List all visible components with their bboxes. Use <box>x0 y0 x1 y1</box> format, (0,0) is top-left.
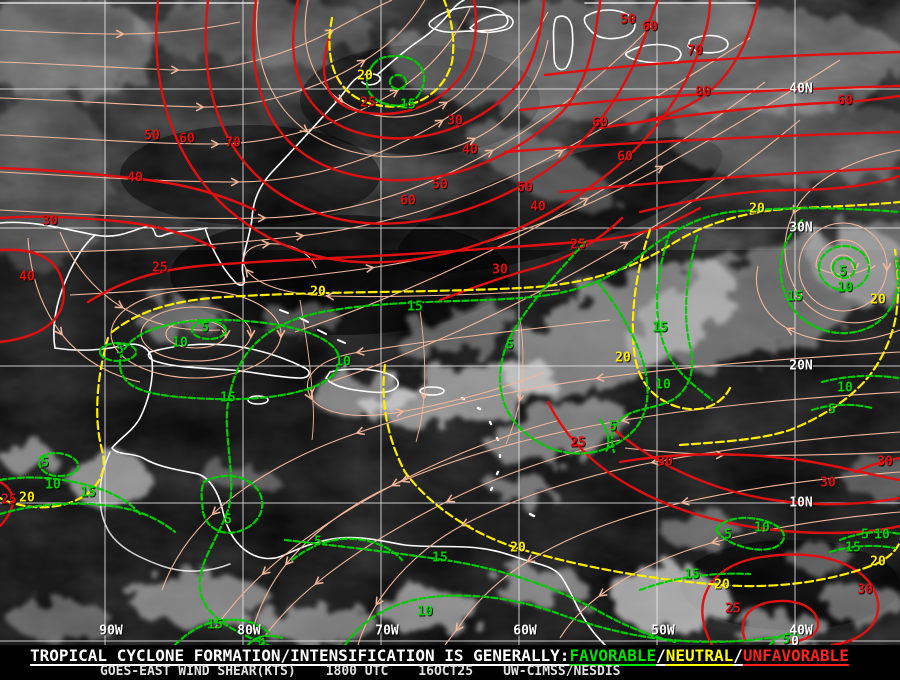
separator: / <box>733 646 743 665</box>
favorable-label: FAVORABLE <box>569 646 657 665</box>
neutral-label: NEUTRAL <box>665 646 734 665</box>
unfavorable-label: UNFAVORABLE <box>742 646 849 665</box>
favorability-statement: TROPICAL CYCLONE FORMATION/INTENSIFICATI… <box>30 646 849 665</box>
streamlines <box>0 0 900 645</box>
product-info-line: GOES-EAST WIND SHEAR(KTS) 1800 UTC 16OCT25… <box>100 664 651 679</box>
caption-bar: TROPICAL CYCLONE FORMATION/INTENSIFICATI… <box>0 645 900 680</box>
product-name: GOES-EAST WIND SHEAR(KTS) <box>100 664 296 679</box>
valid-date: 16OCT25 <box>418 664 474 679</box>
statement-text: TROPICAL CYCLONE FORMATION/INTENSIFICATI… <box>30 646 570 665</box>
contours-green <box>0 54 900 645</box>
separator: / <box>656 646 666 665</box>
contours-red <box>0 0 900 645</box>
credit: UW-CIMSS/NESDIS <box>503 664 621 679</box>
contours-yellow <box>0 0 900 588</box>
satellite-background <box>0 0 900 645</box>
satellite-map <box>0 0 900 645</box>
valid-time: 1800 UTC <box>325 664 389 679</box>
